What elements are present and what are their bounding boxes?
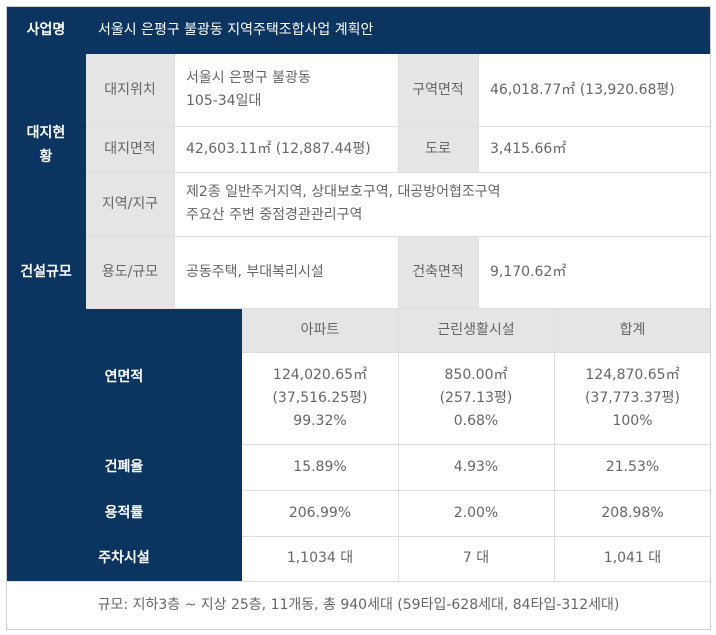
district-line-1: 제2종 일반주거지역, 상대보호구역, 대공방어협조구역 xyxy=(186,184,501,200)
site-area-label: 대지면적 xyxy=(86,126,174,172)
divider xyxy=(398,236,399,308)
floor-area-apartment-pyeong: (37,516.25평) xyxy=(272,389,368,406)
divider xyxy=(242,536,711,537)
location-label: 대지위치 xyxy=(86,54,174,126)
col-total: 합계 xyxy=(554,308,711,352)
road-value: 3,415.66㎡ xyxy=(478,126,711,172)
parking-total: 1,041 대 xyxy=(554,536,711,581)
floor-area-retail-ratio: 0.68% xyxy=(453,412,499,429)
coverage-apartment: 15.89% xyxy=(242,444,398,490)
site-area-value: 42,603.11㎡ (12,887.44평) xyxy=(174,126,398,172)
divider xyxy=(398,308,399,581)
far-apartment: 206.99% xyxy=(242,490,398,536)
divider xyxy=(242,444,711,445)
floor-area-total-sqm: 124,870.65㎡ xyxy=(585,366,680,383)
floor-area-total-ratio: 100% xyxy=(612,412,653,429)
floor-area-label: 연면적 xyxy=(6,352,242,444)
floor-area-retail-sqm: 850.00㎡ xyxy=(444,366,508,383)
floor-area-total: 124,870.65㎡ (37,773.37평) 100% xyxy=(554,352,711,444)
divider xyxy=(6,581,711,582)
divider xyxy=(478,236,479,308)
divider xyxy=(86,172,711,173)
floor-area-apartment: 124,020.65㎡ (37,516.25평) 99.32% xyxy=(242,352,398,444)
project-name-value: 서울시 은평구 불광동 지역주택조합사업 계획안 xyxy=(86,6,711,54)
far-retail: 2.00% xyxy=(398,490,554,536)
coverage-retail: 4.93% xyxy=(398,444,554,490)
coverage-label: 건폐율 xyxy=(6,444,242,490)
floor-area-retail: 850.00㎡ (257.13평) 0.68% xyxy=(398,352,554,444)
district-label: 지역/지구 xyxy=(86,172,174,236)
footprint-value: 9,170.62㎡ xyxy=(478,236,711,308)
location-line-2: 105-34일대 xyxy=(186,93,262,109)
use-scale-value: 공동주택, 부대복리시설 xyxy=(174,236,398,308)
footprint-label: 건축면적 xyxy=(398,236,478,308)
floor-area-retail-pyeong: (257.13평) xyxy=(439,389,513,406)
floor-area-apartment-ratio: 99.32% xyxy=(293,412,347,429)
far-total: 208.98% xyxy=(554,490,711,536)
divider xyxy=(554,308,555,581)
parking-apartment: 1,1034 대 xyxy=(242,536,398,581)
zone-area-label: 구역면적 xyxy=(398,54,478,126)
district-line-2: 주요산 주변 중점경관관리구역 xyxy=(186,207,363,223)
far-label: 용적률 xyxy=(6,490,242,536)
header-corner xyxy=(6,308,242,352)
project-overview-table: 사업명 서울시 은평구 불광동 지역주택조합사업 계획안 대지현황 대지위치 서… xyxy=(6,6,711,630)
divider xyxy=(242,490,711,491)
parking-label: 주차시설 xyxy=(6,536,242,581)
col-apartment: 아파트 xyxy=(242,308,398,352)
col-retail: 근린생활시설 xyxy=(398,308,554,352)
location-line-1: 서울시 은평구 불광동 xyxy=(186,70,311,86)
divider xyxy=(478,54,479,172)
location-value: 서울시 은평구 불광동 105-34일대 xyxy=(174,54,398,126)
zone-area-value: 46,018.77㎡ (13,920.68평) xyxy=(478,54,711,126)
coverage-total: 21.53% xyxy=(554,444,711,490)
district-value: 제2종 일반주거지역, 상대보호구역, 대공방어협조구역 주요산 주변 중점경관… xyxy=(174,172,711,236)
divider xyxy=(174,54,175,308)
scale-footnote: 규모: 지하3층 ~ 지상 25층, 11개동, 총 940세대 (59타입-6… xyxy=(6,581,711,630)
building-scale-label: 건설규모 xyxy=(6,236,86,308)
use-scale-label: 용도/규모 xyxy=(86,236,174,308)
floor-area-apartment-sqm: 124,020.65㎡ xyxy=(272,366,368,383)
floor-area-total-pyeong: (37,773.37평) xyxy=(584,389,681,406)
divider xyxy=(398,54,399,172)
divider xyxy=(242,352,711,353)
parking-retail: 7 대 xyxy=(398,536,554,581)
project-name-label: 사업명 xyxy=(6,6,86,54)
site-status-label: 대지현황 xyxy=(6,54,86,236)
road-label: 도로 xyxy=(398,126,478,172)
